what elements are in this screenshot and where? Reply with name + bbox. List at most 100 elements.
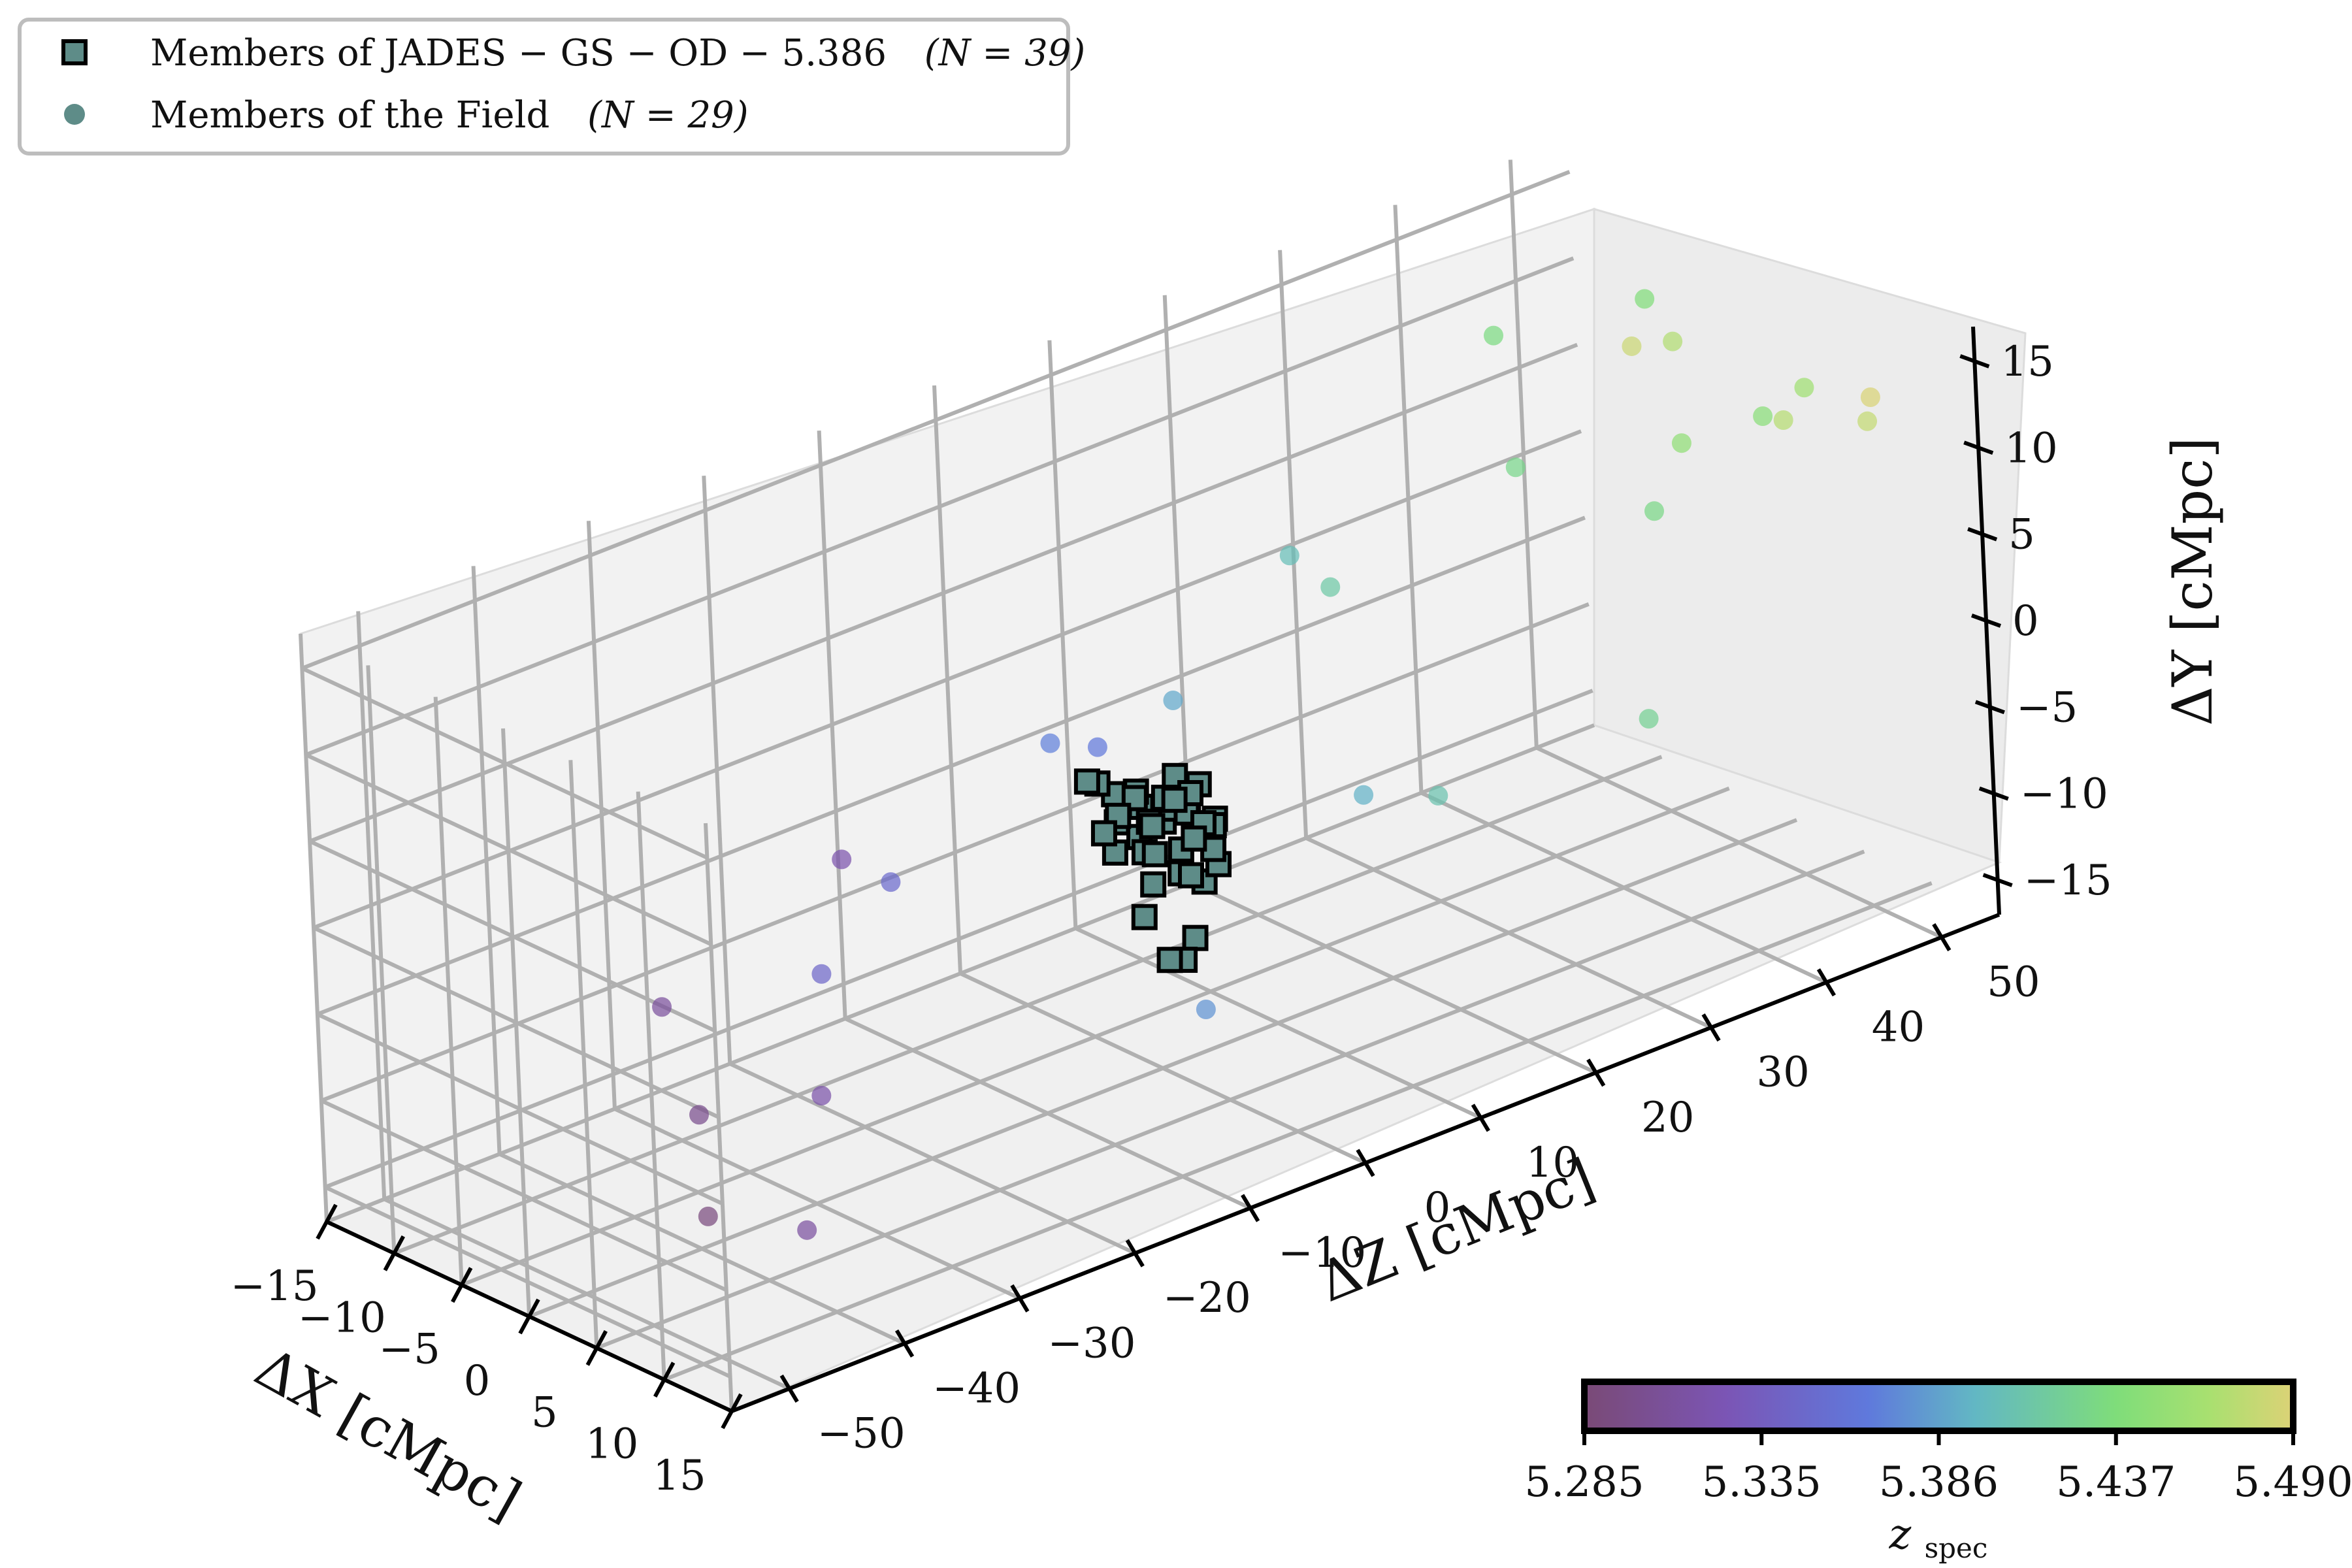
- x-tick-mark: [585, 1330, 608, 1366]
- field-point: [1635, 289, 1655, 309]
- y-axis-label: ΔY [cMpc]: [2161, 437, 2225, 726]
- colorbar: 5.285 5.335 5.386 5.437 5.490 z spec: [1524, 1379, 2352, 1564]
- colorbar-tick-label: 5.386: [1879, 1458, 1999, 1507]
- colorbar-gradient: [1581, 1379, 2296, 1434]
- z-tick-mark: [1586, 1058, 1606, 1087]
- field-point: [1639, 709, 1659, 729]
- z-tick-mark: [779, 1374, 799, 1403]
- gridline-left-y: [324, 689, 1593, 1189]
- x-tick-label: −10: [298, 1294, 386, 1342]
- y-tick-mark: [1974, 700, 2005, 715]
- field-point: [1753, 406, 1773, 426]
- z-tick-label: −40: [932, 1364, 1021, 1413]
- x-tick-mark: [518, 1298, 540, 1335]
- gridline-floor-z: [613, 1107, 1021, 1300]
- gridline-floor-z: [729, 1062, 1136, 1255]
- field-point: [832, 849, 852, 870]
- ticks: −15−10−5051015−50−40−30−20−1001020304050…: [230, 338, 2112, 1500]
- member-point: [1181, 825, 1207, 852]
- z-tick-mark: [1701, 1013, 1721, 1042]
- legend-entry-field: Members of the Field (N = 29): [150, 94, 749, 137]
- field-point: [1320, 577, 1341, 597]
- legend-entry-field-label: Members of the Field: [150, 94, 549, 137]
- z-tick-label: 40: [1872, 1004, 1925, 1052]
- z-tick-label: 50: [1987, 958, 2040, 1007]
- gridline-back-y: [301, 666, 708, 860]
- gridline-floor-z: [1305, 836, 1712, 1030]
- legend-entry-field-count: (N = 29): [587, 94, 748, 137]
- gridline-left-y: [316, 515, 1586, 1017]
- y-tick-label: 15: [2001, 338, 2053, 386]
- y-tick-mark: [1963, 440, 1994, 455]
- colorbar-label: z spec: [1889, 1511, 1988, 1564]
- field-point: [1794, 378, 1814, 398]
- z-tick-mark: [1816, 968, 1837, 997]
- y-tick-label: −5: [2016, 683, 2078, 732]
- member-point: [1177, 862, 1204, 889]
- field-point: [797, 1220, 817, 1240]
- field-point: [1428, 785, 1448, 806]
- gridline-back-y: [324, 1185, 731, 1379]
- member-point: [1073, 768, 1100, 795]
- member-point: [1141, 841, 1168, 868]
- field-point: [1087, 737, 1107, 757]
- member-point: [1090, 820, 1117, 847]
- field-point: [1196, 1000, 1216, 1020]
- field-point: [811, 1086, 832, 1106]
- y-tick-mark: [1970, 613, 2002, 628]
- z-tick-mark: [1471, 1103, 1490, 1132]
- y-tick-label: 0: [2012, 597, 2039, 645]
- z-tick-label: 30: [1756, 1049, 1809, 1097]
- member-point: [1161, 787, 1188, 813]
- field-point: [689, 1105, 710, 1125]
- z-tick-mark: [1356, 1149, 1375, 1177]
- y-tick-mark: [1982, 873, 2013, 887]
- colorbar-ticks: 5.285 5.335 5.386 5.437 5.490: [1524, 1431, 2352, 1507]
- y-tick-mark: [1978, 786, 2009, 801]
- field-point: [1505, 457, 1526, 478]
- legend-frame: [18, 18, 1070, 155]
- member-point: [1131, 904, 1158, 930]
- field-point: [1860, 387, 1880, 407]
- gridline-floor-z: [1075, 926, 1482, 1120]
- member-point: [1156, 947, 1183, 973]
- gridline-back-y: [316, 1012, 724, 1206]
- x-tick-label: 15: [653, 1452, 706, 1500]
- x-tick-mark: [451, 1267, 473, 1303]
- member-point: [1182, 924, 1209, 951]
- gridline-floor-z: [1420, 791, 1827, 985]
- field-point: [1163, 690, 1183, 710]
- gridline-back-y: [312, 926, 720, 1119]
- legend-entry-members-label: Members of JADES − GS − OD − 5.386: [150, 32, 887, 74]
- legend-entry-members: Members of JADES − GS − OD − 5.386 (N = …: [150, 32, 1085, 74]
- gridline-floor-z: [498, 1152, 906, 1346]
- field-point: [1622, 336, 1642, 356]
- gridline-floor-z: [1190, 881, 1597, 1075]
- x-tick-label: −15: [230, 1262, 318, 1311]
- gridline-floor-z: [1535, 745, 1943, 939]
- legend-circle-marker: [64, 104, 85, 125]
- x-tick-label: 0: [464, 1357, 491, 1405]
- legend-entry-members-count: (N = 39): [924, 32, 1085, 74]
- gridline-left-y: [305, 256, 1575, 757]
- z-tick-mark: [1932, 923, 1952, 952]
- gridline-left-y: [309, 342, 1578, 843]
- field-point: [1671, 433, 1691, 453]
- member-points: [1073, 762, 1232, 973]
- field-point: [811, 964, 832, 984]
- field-point: [881, 872, 901, 892]
- z-tick-label: 20: [1641, 1094, 1694, 1142]
- legend-square-marker: [61, 39, 88, 65]
- gridline-left-y: [320, 602, 1590, 1103]
- field-point: [1354, 785, 1374, 805]
- z-tick-mark: [1125, 1239, 1145, 1267]
- colorbar-tick-label: 5.335: [1702, 1458, 1821, 1507]
- gridline-left-y: [312, 429, 1582, 930]
- z-tick-label: −10: [1278, 1229, 1366, 1277]
- legend: Members of JADES − GS − OD − 5.386 (N = …: [18, 18, 1085, 155]
- field-points: [652, 289, 1880, 1240]
- field-point: [1040, 733, 1060, 753]
- gridline-floor-z: [959, 972, 1367, 1165]
- field-point: [1773, 410, 1793, 430]
- x-tick-label: 5: [531, 1388, 558, 1437]
